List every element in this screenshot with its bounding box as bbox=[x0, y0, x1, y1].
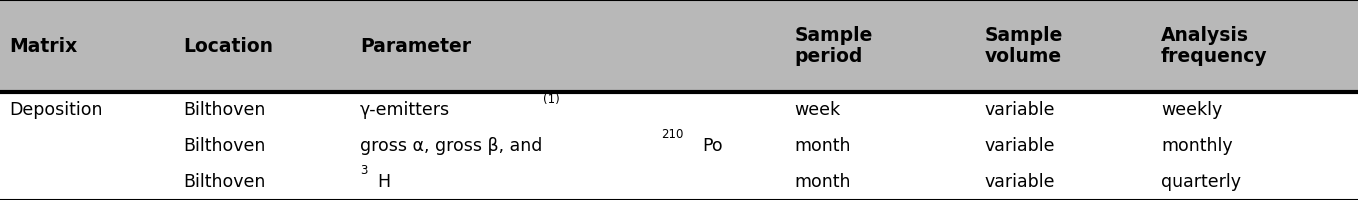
Text: gross α, gross β, and: gross α, gross β, and bbox=[360, 137, 547, 155]
Text: (1): (1) bbox=[543, 92, 559, 106]
Bar bbox=[0, 0, 1358, 92]
Text: 210: 210 bbox=[661, 129, 683, 142]
Text: Parameter: Parameter bbox=[360, 36, 471, 55]
Text: variable: variable bbox=[985, 101, 1055, 119]
Text: Po: Po bbox=[702, 137, 722, 155]
Text: quarterly: quarterly bbox=[1161, 173, 1241, 191]
Text: month: month bbox=[794, 173, 851, 191]
Text: Analysis
frequency: Analysis frequency bbox=[1161, 26, 1268, 66]
Text: Bilthoven: Bilthoven bbox=[183, 101, 266, 119]
Text: H: H bbox=[378, 173, 391, 191]
Text: Bilthoven: Bilthoven bbox=[183, 173, 266, 191]
Text: variable: variable bbox=[985, 137, 1055, 155]
Text: weekly: weekly bbox=[1161, 101, 1222, 119]
Text: γ-emitters: γ-emitters bbox=[360, 101, 449, 119]
Text: Sample
period: Sample period bbox=[794, 26, 873, 66]
Text: week: week bbox=[794, 101, 841, 119]
Text: monthly: monthly bbox=[1161, 137, 1233, 155]
Text: 3: 3 bbox=[360, 164, 367, 178]
Text: variable: variable bbox=[985, 173, 1055, 191]
Text: Sample
volume: Sample volume bbox=[985, 26, 1063, 66]
Text: Deposition: Deposition bbox=[10, 101, 103, 119]
Text: Bilthoven: Bilthoven bbox=[183, 137, 266, 155]
Text: month: month bbox=[794, 137, 851, 155]
Text: Matrix: Matrix bbox=[10, 36, 77, 55]
Text: Location: Location bbox=[183, 36, 273, 55]
